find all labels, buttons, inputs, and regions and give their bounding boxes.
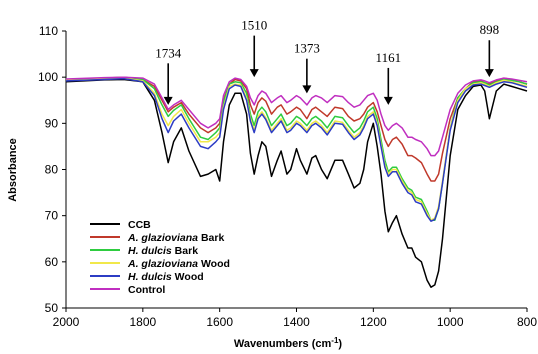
series-line-control — [65, 76, 528, 157]
y-tick-label: 110 — [39, 24, 58, 38]
legend-entry: H. dulcis Bark — [90, 245, 198, 257]
legend-entry: Control — [90, 284, 165, 296]
legend-label: CCB — [128, 219, 151, 231]
legend-entry: CCB — [90, 219, 151, 231]
y-tick-label: 60 — [45, 255, 59, 269]
x-axis-label-close: ) — [338, 338, 342, 350]
y-tick-label: 50 — [45, 301, 59, 315]
annotation-label: 1373 — [294, 41, 320, 56]
annotation-label: 1161 — [376, 50, 402, 65]
annotation-label: 898 — [480, 22, 500, 37]
y-tick-label: 70 — [45, 209, 59, 223]
legend-label: Control — [128, 284, 165, 296]
arrow-head — [383, 96, 393, 105]
x-tick-label: 1400 — [283, 315, 310, 329]
annotation-1161: 1161 — [376, 50, 402, 105]
annotation-label: 1510 — [241, 18, 267, 33]
legend-label: H. dulcis Wood — [128, 271, 204, 283]
arrow-head — [302, 85, 312, 94]
x-tick-label: 2000 — [53, 315, 80, 329]
annotation-label: 1734 — [155, 45, 182, 60]
x-tick-label: 1600 — [206, 315, 233, 329]
annotation-1373: 1373 — [294, 41, 320, 94]
x-axis-label: Wavenumbers (cm-1) — [234, 336, 343, 350]
series-lines — [65, 76, 528, 288]
legend-label: A. glazioviana Bark — [127, 232, 224, 244]
x-tick-label: 1800 — [129, 315, 156, 329]
annotation-1510: 1510 — [241, 18, 267, 78]
y-tick-label: 100 — [38, 70, 58, 84]
arrow-head — [249, 69, 259, 78]
y-tick-label: 80 — [45, 163, 59, 177]
x-tick-label: 1000 — [437, 315, 464, 329]
x-ticks: 2000 1800 1600 1400 1200 1000 800 — [53, 308, 537, 329]
annotation-898: 898 — [480, 22, 500, 78]
y-tick-label: 90 — [45, 116, 59, 130]
annotations: 1734 1510 1373 1161 898 — [155, 18, 499, 105]
x-axis-label-sup: -1 — [331, 336, 339, 345]
series-line-h-dulcis-wood — [65, 77, 528, 222]
legend-label: A. glazioviana Wood — [127, 258, 230, 270]
legend-entry: A. glazioviana Wood — [90, 258, 230, 270]
y-axis-label: Absorbance — [7, 138, 19, 202]
annotation-1734: 1734 — [155, 45, 182, 105]
x-tick-label: 800 — [517, 315, 537, 329]
legend-entry: H. dulcis Wood — [90, 271, 204, 283]
arrow-head — [163, 96, 173, 105]
x-tick-label: 1200 — [360, 315, 387, 329]
series-line-ccb — [65, 78, 528, 288]
x-axis-label-main: Wavenumbers (cm — [234, 338, 332, 350]
legend-entry: A. glazioviana Bark — [90, 232, 224, 244]
series-line-a-glazioviana-bark — [65, 76, 528, 182]
y-ticks: 50 60 70 80 90 100 110 — [38, 24, 66, 315]
legend-label: H. dulcis Bark — [128, 245, 198, 257]
arrow-head — [484, 69, 494, 78]
